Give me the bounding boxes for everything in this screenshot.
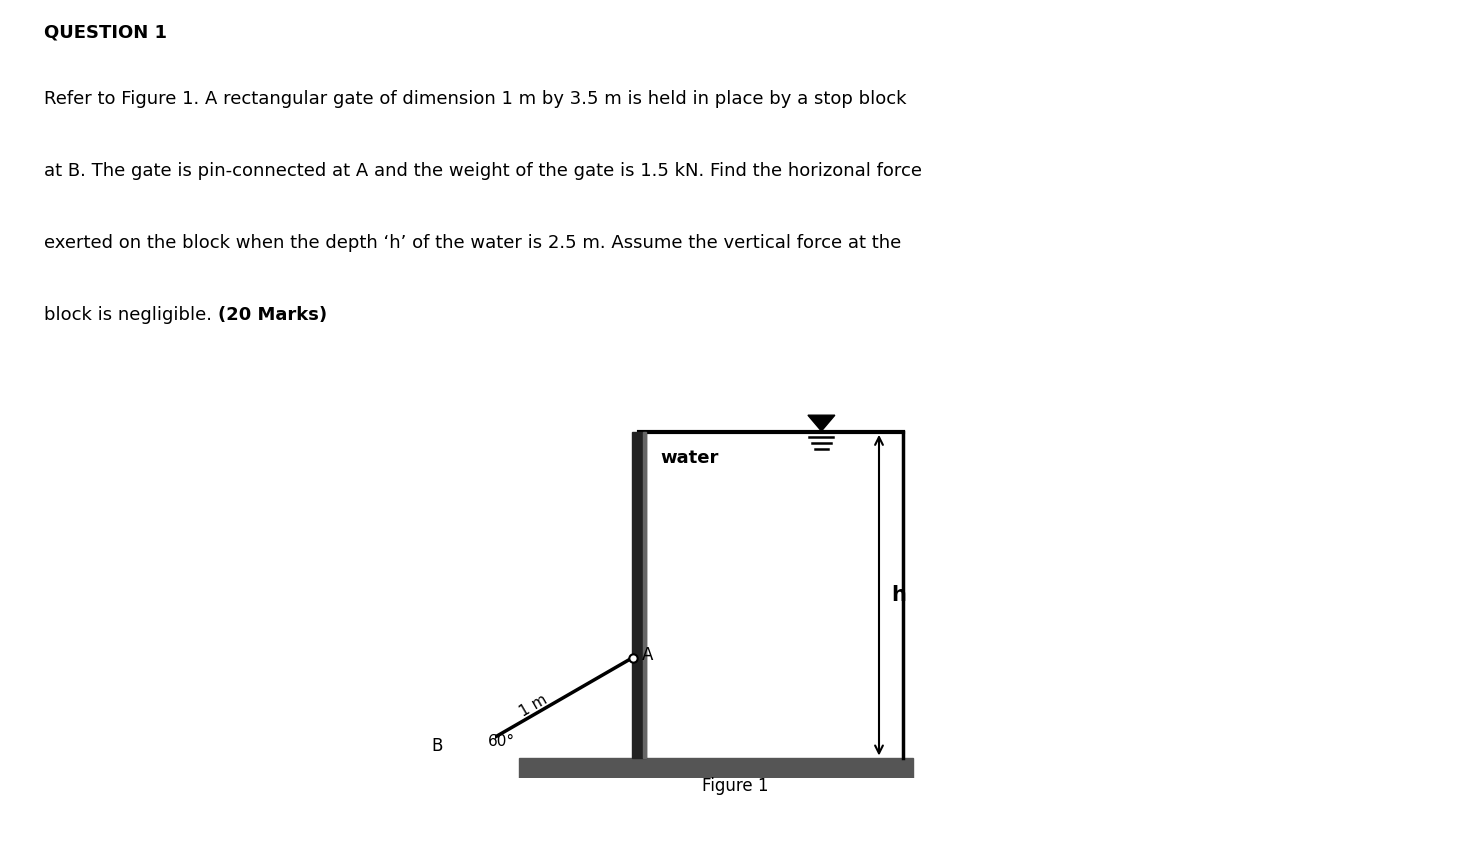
Bar [454, 751, 463, 759]
Bar [519, 759, 913, 778]
Bar [632, 432, 647, 759]
Text: (20 Marks): (20 Marks) [218, 306, 328, 324]
Text: A: A [641, 646, 653, 664]
Bar [642, 432, 647, 759]
Text: exerted on the block when the depth ‘h’ of the water is 2.5 m. Assume the vertic: exerted on the block when the depth ‘h’ … [44, 234, 901, 252]
Text: Refer to Figure 1. A rectangular gate of dimension 1 m by 3.5 m is held in place: Refer to Figure 1. A rectangular gate of… [44, 90, 907, 107]
Text: water: water [660, 449, 719, 467]
Text: h: h [891, 585, 906, 605]
Text: block is negligible.: block is negligible. [44, 306, 218, 324]
Polygon shape [809, 416, 835, 431]
Text: 60°: 60° [488, 734, 514, 749]
Text: B: B [432, 737, 442, 755]
Text: 1 m: 1 m [517, 692, 550, 720]
Text: Figure 1: Figure 1 [701, 778, 769, 795]
Text: QUESTION 1: QUESTION 1 [44, 24, 168, 41]
Text: at B. The gate is pin-connected at A and the weight of the gate is 1.5 kN. Find : at B. The gate is pin-connected at A and… [44, 162, 922, 180]
